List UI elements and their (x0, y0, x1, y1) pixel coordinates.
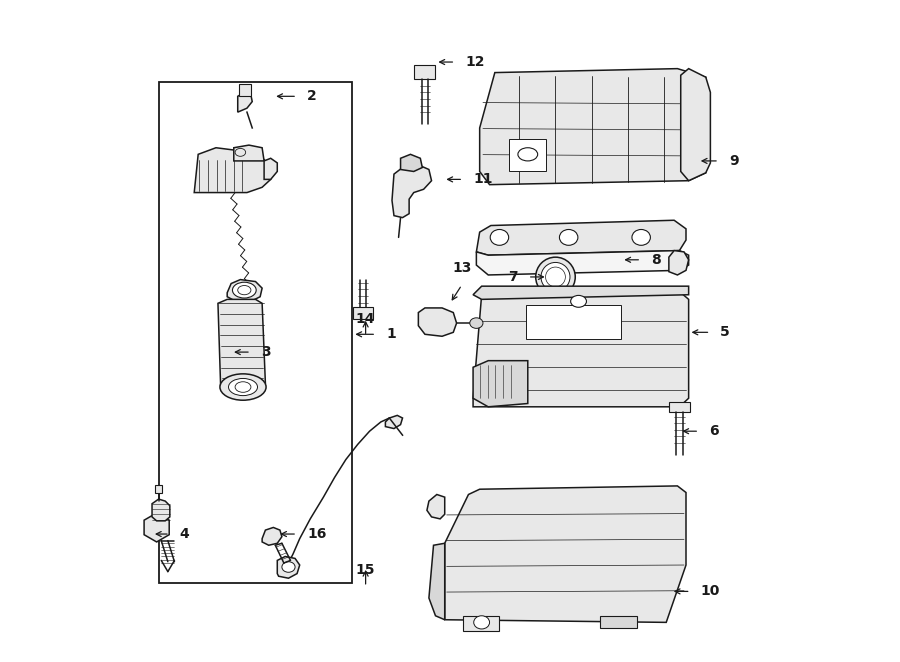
Ellipse shape (541, 262, 570, 291)
Polygon shape (194, 148, 271, 193)
Text: 1: 1 (386, 327, 396, 342)
Ellipse shape (220, 374, 266, 401)
Polygon shape (473, 286, 688, 299)
Bar (464, 616, 500, 631)
Polygon shape (238, 93, 252, 112)
Polygon shape (234, 145, 264, 161)
Ellipse shape (560, 230, 578, 246)
Polygon shape (476, 220, 686, 255)
Polygon shape (669, 251, 689, 275)
Bar (526, 305, 621, 339)
Polygon shape (227, 279, 262, 301)
Bar (669, 402, 690, 412)
Polygon shape (385, 415, 402, 428)
Polygon shape (476, 251, 688, 275)
Ellipse shape (571, 295, 587, 307)
Bar (158, 82, 353, 583)
Polygon shape (473, 361, 527, 407)
Ellipse shape (491, 230, 508, 246)
Text: 16: 16 (307, 527, 327, 541)
Polygon shape (152, 499, 170, 521)
Text: 2: 2 (307, 89, 317, 103)
Text: 13: 13 (452, 261, 472, 275)
Bar (156, 485, 162, 493)
Text: 3: 3 (261, 345, 270, 359)
Text: 11: 11 (473, 172, 492, 187)
Polygon shape (680, 69, 710, 181)
Bar (509, 138, 545, 171)
Ellipse shape (232, 282, 256, 298)
Polygon shape (445, 486, 686, 622)
Bar (353, 307, 373, 319)
Polygon shape (480, 69, 706, 185)
Polygon shape (277, 557, 300, 578)
Polygon shape (218, 299, 266, 391)
Bar (414, 65, 436, 79)
Text: 4: 4 (180, 527, 190, 541)
Polygon shape (418, 308, 456, 336)
Polygon shape (262, 528, 282, 545)
Text: 6: 6 (709, 424, 719, 438)
Ellipse shape (473, 616, 490, 629)
Polygon shape (400, 154, 422, 171)
Bar (239, 85, 251, 96)
Text: 8: 8 (651, 253, 661, 267)
Ellipse shape (536, 257, 575, 297)
Bar (600, 616, 636, 628)
Text: 12: 12 (465, 55, 485, 69)
Text: 7: 7 (508, 270, 518, 284)
Text: 14: 14 (356, 312, 375, 326)
Text: 5: 5 (720, 325, 730, 340)
Polygon shape (429, 544, 445, 620)
Text: 10: 10 (700, 585, 720, 598)
Polygon shape (144, 513, 169, 542)
Ellipse shape (518, 148, 537, 161)
Text: 15: 15 (356, 563, 375, 577)
Polygon shape (264, 158, 277, 179)
Polygon shape (392, 165, 431, 218)
Ellipse shape (282, 562, 295, 572)
Ellipse shape (632, 230, 651, 246)
Polygon shape (473, 291, 688, 407)
Text: 9: 9 (729, 154, 739, 168)
Polygon shape (427, 495, 445, 519)
Ellipse shape (470, 318, 483, 328)
Ellipse shape (229, 379, 257, 396)
